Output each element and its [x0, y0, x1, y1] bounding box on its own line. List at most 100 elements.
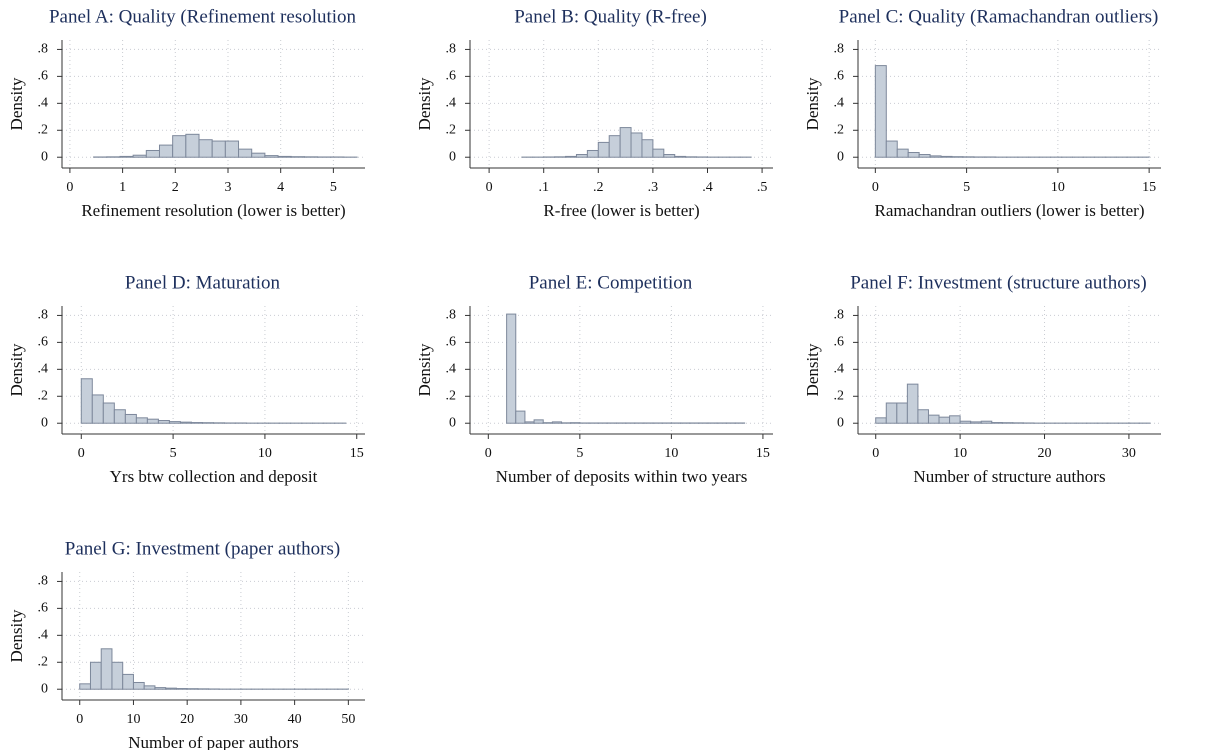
histogram-bar: [251, 152, 266, 158]
panel: Panel E: Competition 0 .2 .4 .6 .8 0 5 10 15 Numbe…: [415, 272, 773, 486]
y-tick-label: .2: [38, 122, 49, 137]
histogram-bar: [506, 313, 517, 424]
x-tick-label: 3: [224, 180, 231, 195]
y-tick-label: .8: [446, 308, 457, 323]
x-axis-label: Yrs btw collection and deposit: [110, 467, 318, 486]
histogram-bar: [198, 139, 213, 158]
y-tick-label: .4: [38, 96, 49, 111]
histogram-bar: [157, 420, 170, 424]
x-tick-label: 0: [485, 446, 492, 461]
panel-title: Panel C: Quality (Ramachandran outliers): [839, 6, 1159, 27]
histogram-bar: [674, 155, 687, 158]
panel-title: Panel G: Investment (paper authors): [65, 538, 340, 559]
histogram-bar: [874, 65, 887, 158]
histogram-bar: [929, 155, 942, 158]
x-tick-label: 0: [486, 180, 493, 195]
histogram-bar: [135, 417, 148, 424]
histogram-bar: [619, 127, 632, 158]
x-tick-label: 5: [576, 446, 583, 461]
histogram-bar: [570, 422, 581, 424]
histogram-bar: [652, 148, 665, 158]
histogram-bar: [1001, 422, 1014, 424]
x-tick-label: 2: [172, 180, 179, 195]
y-tick-label: .8: [834, 308, 845, 323]
histogram-bar: [277, 155, 292, 158]
x-tick-label: 10: [1051, 180, 1065, 195]
x-tick-label: 5: [170, 446, 177, 461]
histogram-bar: [290, 156, 305, 158]
panel: Panel B: Quality (R-free) 0 .2 .4 .6 .8 0 .1 .2.…: [415, 6, 773, 220]
x-tick-label: .5: [757, 180, 768, 195]
histogram-bar: [949, 415, 961, 424]
x-axis-label: Number of paper authors: [128, 733, 298, 750]
y-tick-label: 0: [449, 149, 456, 164]
histogram-bar: [186, 688, 199, 690]
histogram-bar: [608, 135, 621, 158]
histogram-bar: [542, 422, 553, 424]
x-tick-label: 4: [277, 180, 284, 195]
y-tick-label: .6: [834, 69, 845, 84]
x-tick-label: 10: [258, 446, 272, 461]
x-tick-label: 20: [1038, 446, 1052, 461]
panel: Panel G: Investment (paper authors) 0 .2 .4…: [7, 538, 365, 750]
histogram-bar: [586, 149, 599, 158]
x-tick-label: 50: [341, 712, 355, 727]
histogram-bar: [515, 410, 526, 424]
panel: Panel A: Quality (Refinement resolution 0…: [7, 6, 365, 220]
y-tick-label: .8: [446, 42, 457, 57]
y-tick-label: .6: [38, 335, 49, 350]
y-axis-label: Density: [803, 77, 822, 130]
histogram-bar: [154, 687, 167, 690]
histogram-bar: [175, 688, 188, 690]
histogram-bar: [122, 673, 134, 690]
x-tick-label: 10: [953, 446, 967, 461]
histogram-bar: [211, 140, 226, 158]
x-tick-label: .2: [593, 180, 604, 195]
y-tick-label: .4: [446, 362, 457, 377]
y-tick-label: .8: [38, 308, 49, 323]
histogram-bar: [124, 413, 137, 424]
y-tick-label: .8: [834, 42, 845, 57]
y-tick-label: .6: [446, 335, 457, 350]
histogram-bar: [132, 154, 147, 158]
x-tick-label: 15: [756, 446, 770, 461]
histogram-bar: [91, 394, 104, 424]
y-tick-label: .6: [834, 335, 845, 350]
x-tick-label: 10: [664, 446, 678, 461]
histogram-bar: [224, 140, 240, 158]
panel: Panel D: Maturation 0 .2 .4 .6 .8 0 5 10 15 Yrs bt…: [7, 272, 365, 486]
y-tick-label: .4: [834, 362, 845, 377]
histogram-bar: [597, 141, 610, 158]
panel-title: Panel F: Investment (structure authors): [850, 272, 1147, 293]
x-tick-label: 0: [66, 180, 73, 195]
histogram-bar: [938, 416, 951, 424]
panel: Panel C: Quality (Ramachandran outliers)…: [803, 6, 1161, 220]
histogram-bar: [100, 648, 113, 690]
histogram-bar: [907, 152, 920, 158]
histogram-bar: [565, 155, 577, 158]
histogram-bar: [551, 421, 563, 424]
histogram-bar: [980, 420, 993, 424]
x-tick-label: 15: [350, 446, 364, 461]
y-tick-label: .4: [38, 628, 49, 643]
x-tick-label: 0: [872, 446, 879, 461]
panel: Panel F: Investment (structure authors) 0…: [803, 272, 1161, 486]
histogram-bar: [89, 661, 102, 690]
x-tick-label: 30: [1122, 446, 1136, 461]
x-axis-label: Refinement resolution (lower is better): [81, 201, 345, 220]
histogram-bar: [991, 422, 1003, 424]
x-tick-label: 5: [330, 180, 337, 195]
histogram-bar: [190, 422, 203, 424]
histogram-bar: [146, 418, 159, 424]
histogram-bar: [927, 414, 940, 424]
panel-title: Panel A: Quality (Refinement resolution: [49, 6, 357, 27]
y-tick-label: .4: [446, 96, 457, 111]
histogram-bar: [575, 154, 588, 158]
histogram-bar: [970, 421, 982, 424]
y-tick-label: .4: [38, 362, 49, 377]
histogram-bar: [201, 422, 214, 424]
y-tick-label: .2: [38, 388, 49, 403]
y-axis-label: Density: [7, 77, 26, 130]
y-tick-label: 0: [837, 149, 844, 164]
